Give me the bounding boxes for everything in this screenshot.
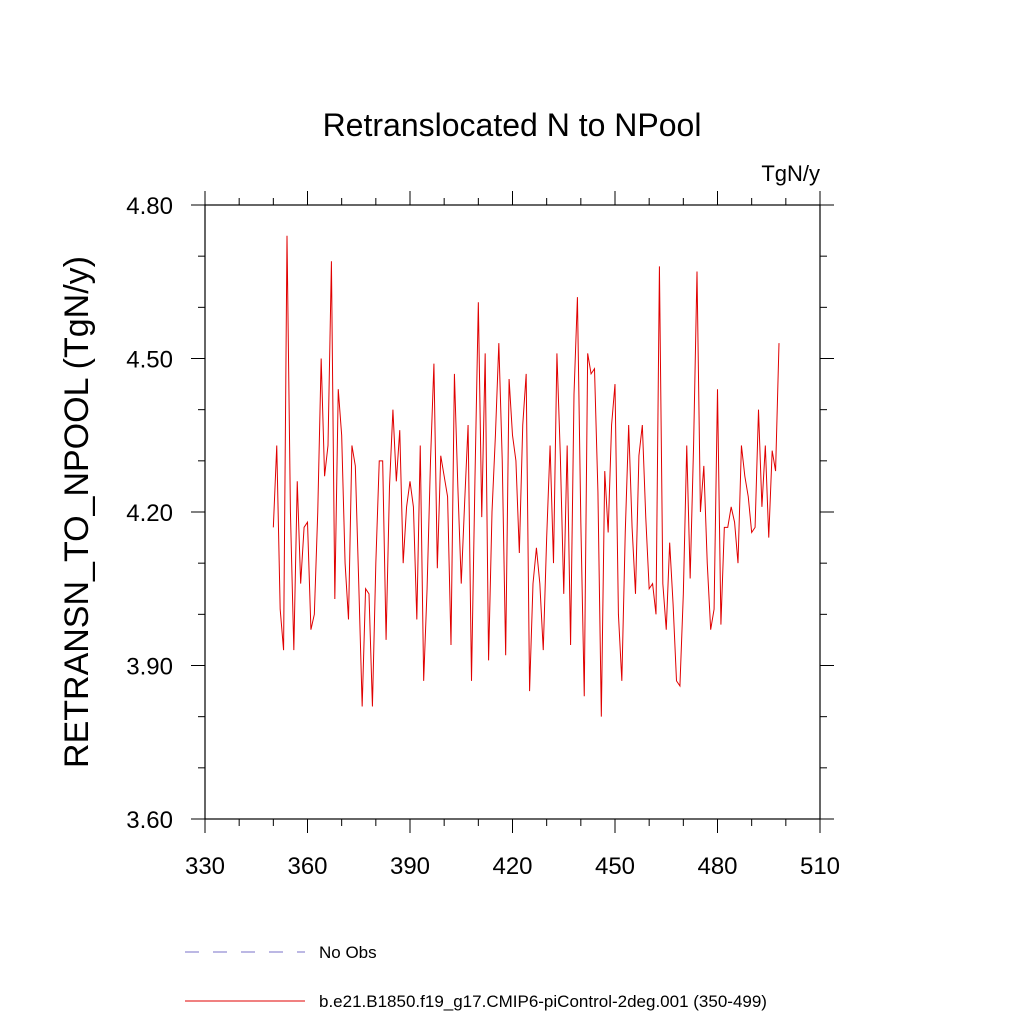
x-tick-label: 330	[185, 853, 225, 880]
legend-item: No Obs	[185, 943, 377, 962]
chart-title: Retranslocated N to NPool	[323, 107, 702, 143]
legend-label: b.e21.B1850.f19_g17.CMIP6-piControl-2deg…	[319, 992, 767, 1011]
axis-ticks	[191, 191, 834, 833]
y-tick-label: 4.50	[126, 347, 173, 374]
legend-item: b.e21.B1850.f19_g17.CMIP6-piControl-2deg…	[185, 992, 767, 1011]
chart-units-label: TgN/y	[761, 161, 820, 186]
x-tick-label: 360	[287, 853, 327, 880]
x-tick-label: 480	[697, 853, 737, 880]
y-tick-label: 4.80	[126, 193, 173, 220]
y-tick-label: 3.60	[126, 807, 173, 834]
plot-frame	[204, 204, 821, 820]
y-axis-label: RETRANSN_TO_NPOOL (TgN/y)	[58, 256, 96, 768]
series-layer	[272, 235, 780, 717]
x-tick-label: 510	[800, 853, 840, 880]
legend: No Obs b.e21.B1850.f19_g17.CMIP6-piContro…	[185, 943, 767, 1011]
x-tick-label: 450	[595, 853, 635, 880]
x-tick-label: 390	[390, 853, 430, 880]
axis-tick-labels: 330 360 390 420 450 480 510 3.60 3.90 4.20 4.50 4.8…	[126, 193, 840, 880]
series-line	[272, 235, 780, 717]
x-tick-label: 420	[492, 853, 532, 880]
legend-label: No Obs	[319, 943, 377, 962]
y-tick-label: 4.20	[126, 500, 173, 527]
y-tick-label: 3.90	[126, 654, 173, 681]
